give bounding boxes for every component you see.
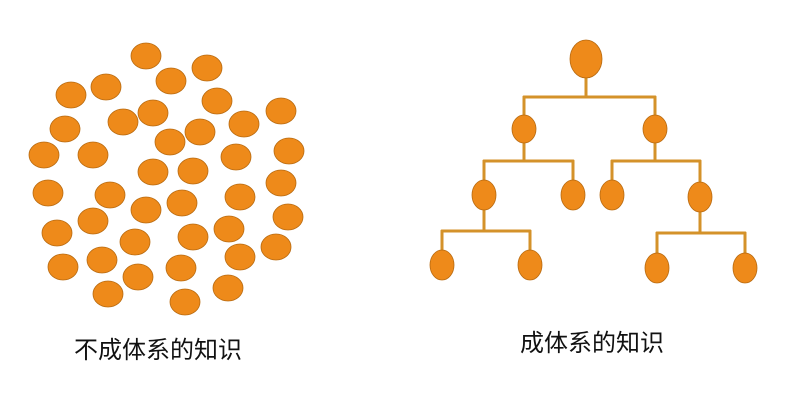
structured-knowledge-tree [429, 39, 758, 284]
unstructured-knowledge-cluster [28, 42, 305, 316]
knowledge-dot [191, 54, 223, 82]
knowledge-dot [265, 97, 297, 125]
knowledge-dot [177, 157, 209, 185]
knowledge-dot [41, 219, 73, 247]
knowledge-dot [224, 243, 256, 271]
tree-node-level-2 [511, 114, 537, 144]
tree-root-node [569, 39, 603, 79]
tree-node-level-3 [471, 179, 497, 211]
knowledge-dot [107, 108, 139, 136]
knowledge-dot [273, 137, 305, 165]
knowledge-dot [154, 128, 186, 156]
knowledge-dot [177, 223, 209, 251]
unstructured-knowledge-caption: 不成体系的知识 [74, 336, 242, 364]
knowledge-dot [32, 179, 64, 207]
knowledge-tree-connectors [440, 73, 747, 255]
knowledge-dot [47, 253, 79, 281]
tree-node-leaf [732, 252, 758, 284]
knowledge-dot [272, 203, 304, 231]
knowledge-dot [137, 99, 169, 127]
knowledge-dot [212, 274, 244, 302]
tree-node-level-3 [599, 179, 625, 211]
tree-node-leaf [644, 252, 670, 284]
knowledge-dot [90, 73, 122, 101]
knowledge-dot [119, 228, 151, 256]
knowledge-dot [130, 42, 162, 70]
knowledge-dot [77, 207, 109, 235]
knowledge-dot [165, 254, 197, 282]
knowledge-dot [169, 288, 201, 316]
knowledge-dot [166, 189, 198, 217]
knowledge-dot [122, 263, 154, 291]
knowledge-dot [213, 215, 245, 243]
knowledge-dot [94, 181, 126, 209]
knowledge-dot [224, 183, 256, 211]
knowledge-dot [86, 246, 118, 274]
knowledge-dot [228, 110, 260, 138]
tree-node-level-3 [560, 179, 586, 211]
knowledge-dot [220, 143, 252, 171]
knowledge-dot [265, 169, 297, 197]
structured-knowledge-caption: 成体系的知识 [520, 329, 664, 357]
knowledge-dot [201, 87, 233, 115]
tree-node-leaf [429, 249, 455, 281]
knowledge-dot [92, 280, 124, 308]
knowledge-dot [137, 158, 169, 186]
knowledge-dot [184, 118, 216, 146]
tree-node-level-2 [642, 114, 668, 144]
knowledge-dot [260, 233, 292, 261]
tree-node-leaf [517, 249, 543, 281]
tree-node-level-3 [687, 181, 713, 213]
knowledge-dot [77, 141, 109, 169]
knowledge-dot [130, 196, 162, 224]
knowledge-dot [28, 141, 60, 169]
knowledge-dot [49, 115, 81, 143]
knowledge-dot [155, 67, 187, 95]
knowledge-dot [55, 81, 87, 109]
